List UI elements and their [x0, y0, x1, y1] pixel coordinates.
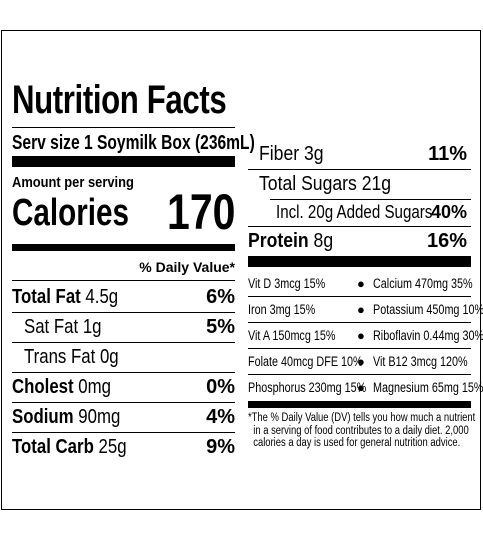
- divider: [12, 372, 235, 373]
- footnote: *The % Daily Value (DV) tells you how mu…: [248, 412, 476, 449]
- nutrient-amount: 8g: [313, 230, 334, 252]
- nutrient-name: Sat Fat: [24, 316, 79, 338]
- bullet-icon: ●: [357, 354, 365, 369]
- nutrient-trans-fat: Trans Fat 0g: [24, 346, 119, 369]
- divider: [248, 296, 471, 297]
- divider: [248, 226, 471, 227]
- nutrient-name: Sodium: [12, 406, 74, 428]
- dv-cholest: 0%: [206, 376, 235, 398]
- nutrient-total-fat: Total Fat 4.5g: [12, 286, 118, 309]
- divider: [248, 169, 471, 170]
- nutrient-fiber: Fiber 3g: [259, 143, 324, 166]
- nutrient-added-sugars: Incl. 20g Added Sugars: [276, 202, 433, 222]
- nutrient-amount: 1g: [82, 316, 102, 338]
- nutrient-sodium: Sodium 90mg: [12, 406, 120, 429]
- nutrient-name: Total Sugars: [259, 173, 357, 195]
- nutrient-name: Protein: [248, 230, 309, 252]
- bullet-icon: ●: [357, 328, 365, 343]
- nutrient-cholest: Cholest 0mg: [12, 376, 111, 399]
- nutrient-amount: 90mg: [78, 406, 121, 428]
- thick-bar-top: [12, 156, 235, 167]
- dv-sodium: 4%: [206, 406, 235, 428]
- nutrient-name: Total Carb: [12, 436, 94, 458]
- dv-sat-fat: 5%: [206, 316, 235, 338]
- bullet-icon: ●: [357, 380, 365, 395]
- nutrient-name: Cholest: [12, 376, 74, 398]
- title-rule: [12, 127, 235, 128]
- label-frame: [1, 30, 481, 510]
- divider: [270, 199, 471, 200]
- bullet-icon: ●: [357, 276, 365, 291]
- vitamin-left: Iron 3mg 15%: [248, 302, 316, 317]
- daily-value-header: % Daily Value*: [139, 259, 235, 275]
- vitamin-right: Riboflavin 0.44mg 30%: [373, 328, 483, 343]
- dv-added-sugars: 40%: [430, 202, 467, 222]
- dv-protein: 16%: [426, 230, 467, 252]
- divider: [12, 342, 235, 343]
- vitamin-left: Phosphorus 230mg 15%: [248, 380, 367, 395]
- nutrient-total-sugars: Total Sugars 21g: [259, 173, 391, 196]
- divider: [12, 402, 235, 403]
- divider: [12, 312, 235, 313]
- nutrient-amount: 3g: [304, 143, 324, 165]
- nutrient-name: Fiber: [259, 143, 300, 165]
- amount-per-serving: Amount per serving: [12, 174, 134, 191]
- vitamin-left: Folate 40mcg DFE 10%: [248, 354, 363, 369]
- bullet-icon: ●: [357, 302, 365, 317]
- nutrient-amount: 21g: [361, 173, 392, 195]
- divider: [12, 432, 235, 433]
- thick-bar-protein: [248, 256, 471, 267]
- nutrient-amount: 0g: [99, 346, 119, 368]
- nutrient-amount: 4.5g: [85, 286, 119, 308]
- thick-bar-calories: [12, 244, 235, 251]
- nutrient-protein: Protein 8g: [248, 230, 333, 253]
- dv-total-fat: 6%: [206, 286, 235, 308]
- vitamin-right: Vit B12 3mcg 120%: [373, 354, 468, 369]
- divider: [248, 348, 471, 349]
- dv-fiber: 11%: [428, 143, 467, 165]
- serving-size: Serv size 1 Soymilk Box (236mL): [12, 132, 255, 154]
- divider: [12, 280, 235, 281]
- divider: [248, 374, 471, 375]
- nutrient-amount: 25g: [98, 436, 127, 458]
- nutrient-name: Total Fat: [12, 286, 81, 308]
- calories-label: Calories: [12, 192, 129, 234]
- vitamin-left: Vit A 150mcg 15%: [248, 328, 336, 343]
- vitamin-right: Potassium 450mg 10%: [373, 302, 483, 317]
- divider: [248, 322, 471, 323]
- label-title: Nutrition Facts: [12, 78, 227, 122]
- thick-bar-vitamins: [248, 401, 471, 408]
- calories-value: 170: [166, 184, 235, 240]
- nutrient-total-carb: Total Carb 25g: [12, 436, 127, 459]
- vitamin-right: Magnesium 65mg 15%: [373, 380, 483, 395]
- dv-total-carb: 9%: [206, 436, 235, 458]
- vitamin-left: Vit D 3mcg 15%: [248, 276, 326, 291]
- nutrient-amount: 0mg: [78, 376, 111, 398]
- nutrient-sat-fat: Sat Fat 1g: [24, 316, 102, 339]
- nutrient-name: Trans Fat: [24, 346, 96, 368]
- vitamin-right: Calcium 470mg 35%: [373, 276, 473, 291]
